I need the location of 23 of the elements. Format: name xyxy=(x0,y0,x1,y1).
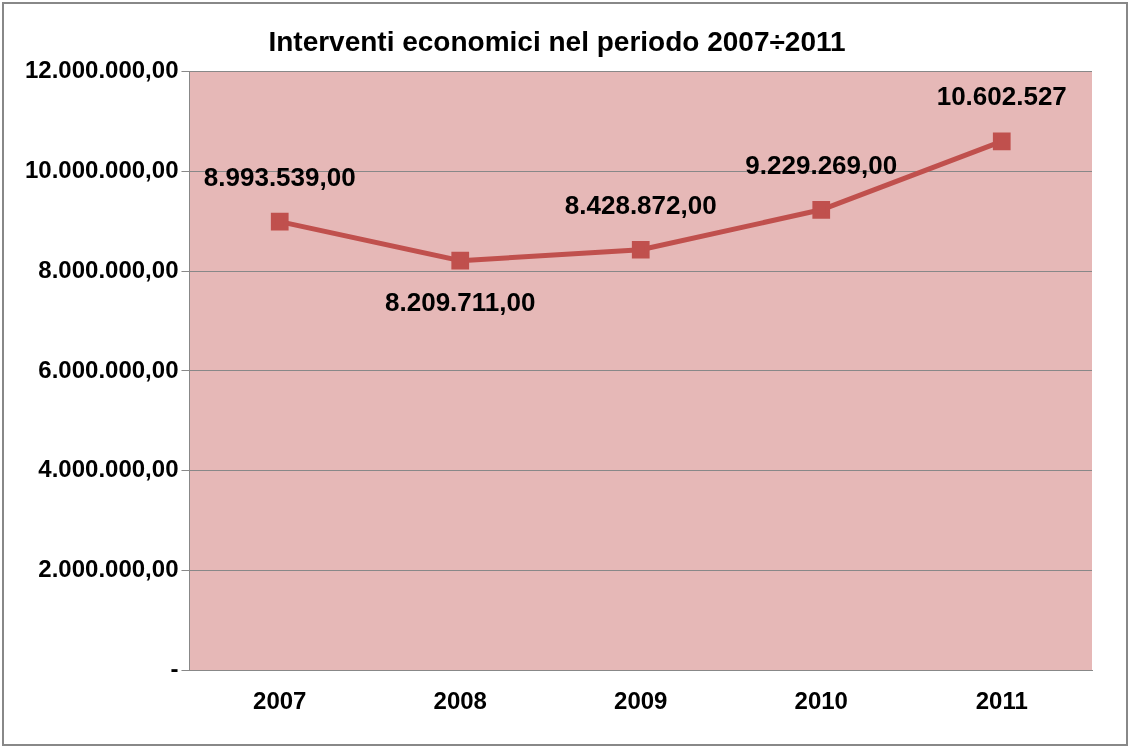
data-label: 10.602.527 xyxy=(936,81,1067,112)
x-tick-label: 2010 xyxy=(794,687,848,715)
point xyxy=(992,132,1011,151)
y-tick-label: 8.000.000,00 xyxy=(38,255,179,283)
y-tick-label: 4.000.000,00 xyxy=(38,455,179,483)
x-tick-label: 2007 xyxy=(253,687,307,715)
y-tick-label: 12.000.000,00 xyxy=(25,56,179,84)
x-tick-label: 2008 xyxy=(433,687,487,715)
data-label: 9.229.269,00 xyxy=(745,149,898,180)
data-label: 8.428.872,00 xyxy=(564,189,717,220)
y-tick-label: 6.000.000,00 xyxy=(38,355,179,383)
point xyxy=(812,200,831,219)
point xyxy=(631,240,650,259)
y-tick-label: 2.000.000,00 xyxy=(38,555,179,583)
y-tick-label: - xyxy=(170,654,179,682)
chart-title: Interventi economici nel periodo 2007÷2011 xyxy=(268,25,846,57)
x-tick-label: 2009 xyxy=(614,687,668,715)
point xyxy=(451,251,470,270)
data-label: 8.993.539,00 xyxy=(203,161,356,192)
data-label: 8.209.711,00 xyxy=(385,286,536,317)
y-tick-label: 10.000.000,00 xyxy=(25,155,179,183)
point xyxy=(270,212,289,231)
x-tick-label: 2011 xyxy=(975,687,1028,715)
